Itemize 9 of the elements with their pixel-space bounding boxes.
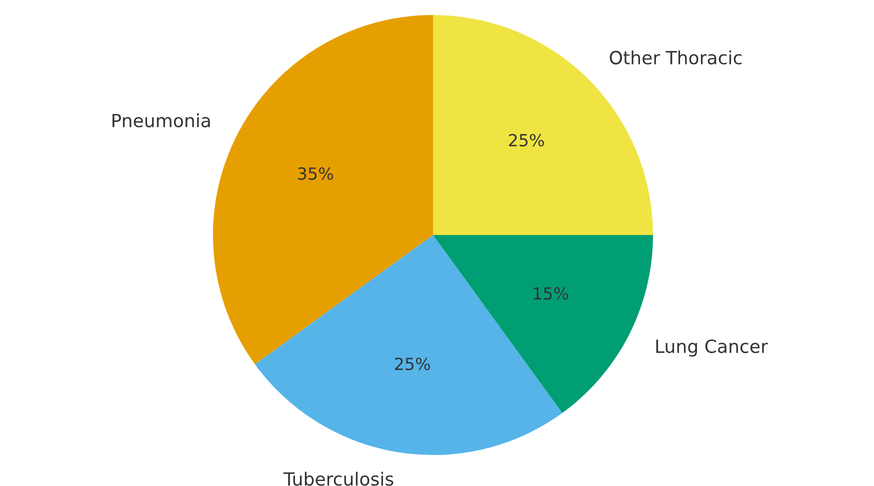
slice-label: Lung Cancer: [656, 339, 768, 357]
data-label: 25%: [509, 134, 544, 146]
slice-label: Tuberculosis: [283, 472, 394, 486]
data-label: 35%: [298, 167, 333, 180]
pie-slice: [433, 235, 653, 413]
data-label: 25%: [395, 358, 430, 370]
data-label: 15%: [534, 287, 568, 300]
slice-label: Other Thoracic: [610, 50, 742, 64]
slice-label: Pneumonia: [112, 113, 210, 128]
